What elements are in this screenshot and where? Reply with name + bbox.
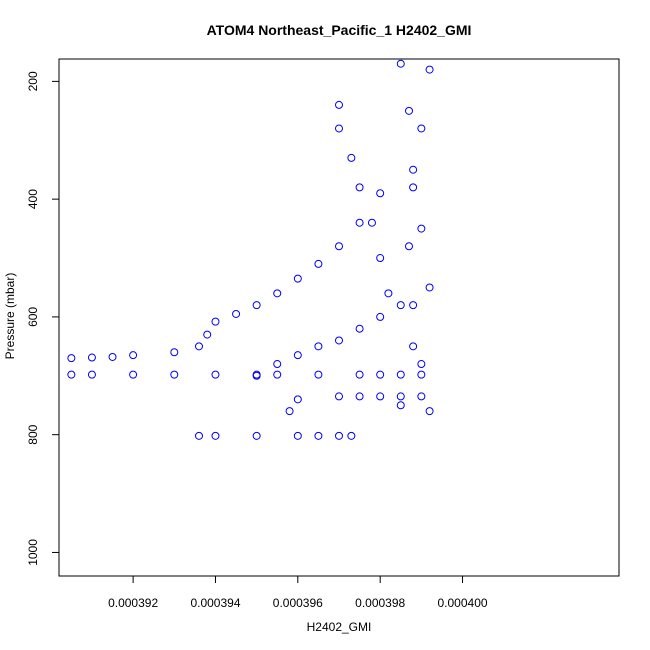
data-point (314, 431, 323, 440)
data-point (335, 124, 343, 133)
y-axis-label: Pressure (mbar) (3, 273, 17, 360)
data-point (170, 370, 179, 379)
data-point (273, 360, 282, 369)
data-point (376, 189, 385, 198)
y-tick-label: 800 (26, 424, 40, 444)
data-point (335, 242, 343, 251)
plot-frame (58, 58, 620, 577)
data-point (293, 431, 302, 440)
data-point (409, 165, 418, 174)
data-point (170, 348, 179, 357)
data-point (409, 342, 418, 351)
data-point (335, 100, 343, 109)
data-point (355, 218, 364, 227)
data-point (293, 274, 302, 283)
y-tick-label: 1000 (26, 539, 40, 566)
data-point (405, 106, 413, 115)
data-point (425, 283, 434, 292)
data-points (67, 59, 434, 440)
series-3 (195, 431, 356, 440)
series-6 (335, 100, 393, 298)
data-point (425, 407, 434, 416)
data-point (108, 352, 117, 361)
data-point (211, 370, 220, 379)
data-point (396, 392, 405, 401)
data-point (396, 370, 405, 379)
data-point (417, 370, 426, 379)
series-1 (67, 189, 385, 363)
data-point (87, 370, 96, 379)
x-tick-label: 0.000396 (273, 596, 323, 610)
data-point (252, 431, 261, 440)
data-point (252, 301, 261, 310)
data-point (203, 330, 212, 339)
data-point (409, 183, 418, 192)
data-point (211, 431, 220, 440)
data-point (273, 370, 282, 379)
data-point (376, 370, 385, 379)
series-7 (396, 59, 434, 410)
data-point (273, 289, 282, 298)
series-8 (405, 65, 434, 416)
data-point (211, 317, 220, 326)
data-point (417, 224, 426, 233)
data-point (355, 183, 364, 192)
data-point (376, 312, 385, 321)
data-point (376, 392, 385, 401)
data-point (129, 370, 138, 379)
data-point (396, 59, 405, 68)
y-tick-label: 200 (26, 71, 40, 91)
x-axis-label: H2402_GMI (307, 620, 372, 634)
chart-title: ATOM4 Northeast_Pacific_1 H2402_GMI (207, 22, 472, 38)
data-point (67, 370, 76, 379)
x-tick-label: 0.000398 (355, 596, 405, 610)
data-point (355, 392, 364, 401)
data-point (347, 153, 356, 162)
data-point (396, 401, 405, 410)
data-point (252, 371, 261, 380)
data-point (347, 431, 356, 440)
data-point (314, 342, 323, 351)
data-point (335, 392, 343, 401)
data-point (355, 324, 364, 333)
data-point (314, 259, 323, 268)
data-point (376, 254, 385, 263)
series-5 (285, 392, 426, 416)
x-tick-label: 0.000400 (437, 596, 487, 610)
data-point (384, 289, 393, 298)
y-axis: 200 400 600 800 1000 (26, 71, 59, 566)
data-point (285, 407, 294, 416)
data-point (293, 395, 302, 404)
x-tick-label: 0.000394 (190, 596, 240, 610)
data-point (314, 370, 323, 379)
y-tick-label: 400 (26, 189, 40, 209)
data-point (417, 360, 426, 369)
data-point (232, 309, 241, 318)
data-point (417, 392, 426, 401)
data-point (405, 242, 413, 251)
data-point (417, 124, 426, 133)
x-tick-label: 0.000392 (108, 596, 158, 610)
data-point (425, 65, 434, 74)
data-point (355, 370, 364, 379)
series-4 (252, 301, 405, 380)
data-point (396, 301, 405, 310)
data-point (293, 351, 302, 360)
data-point (87, 353, 96, 362)
data-point (195, 431, 203, 440)
data-point (367, 218, 376, 227)
data-point (409, 301, 418, 310)
x-axis: 0.000392 0.000394 0.000396 0.000398 0.000400 (108, 576, 488, 610)
y-tick-label: 600 (26, 307, 40, 327)
data-point (67, 354, 76, 363)
data-point (335, 431, 343, 440)
data-point (195, 342, 203, 351)
data-point (335, 336, 343, 345)
data-point (129, 351, 138, 360)
series-2 (67, 370, 426, 379)
